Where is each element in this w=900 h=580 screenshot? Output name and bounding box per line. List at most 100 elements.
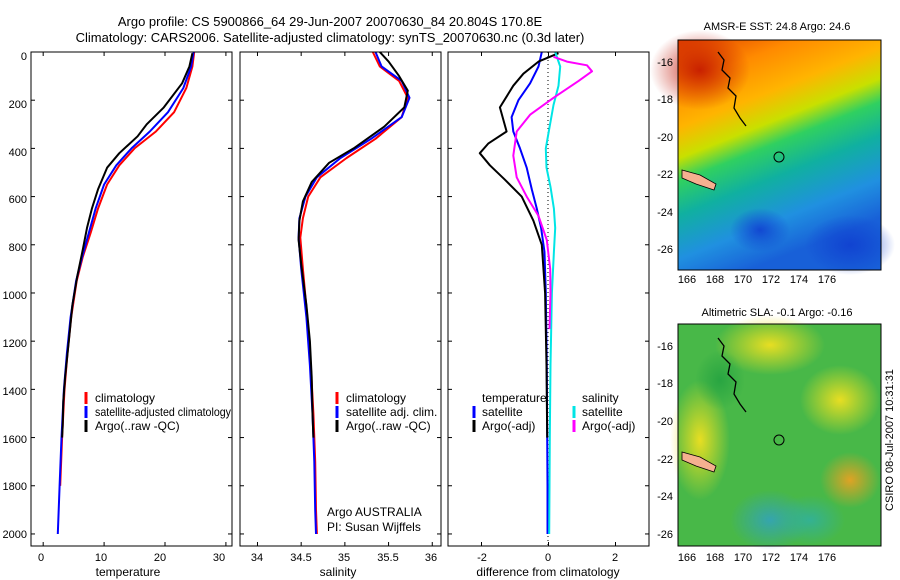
sst-map-frame [677,39,882,271]
difference-x-label: difference from climatology [476,565,619,579]
longitude-tick: 174 [790,274,808,286]
difference-x-tick: -2 [477,552,487,564]
depth-y-tick-labels: 0 200 400 600 800 1000 1200 1400 1600 18… [3,51,27,541]
sla-map-title: Altimetric SLA: -0.1 Argo: -0.16 [701,307,852,319]
difference-x-tick: 0 [545,552,551,564]
vanuatu-islands-outline [717,337,747,413]
latitude-tick: -16 [657,341,673,353]
sla-map-image [670,315,881,550]
series-line-temperature-argo-raw-qc [61,52,194,438]
float-program-annotation: Argo AUSTRALIA [327,505,422,519]
latitude-tick: -18 [657,94,673,106]
latitude-tick: -20 [657,416,673,428]
sst-map-panel: AMSR-E SST: 24.8 Argo: 24.6 166 168 170 … [650,21,895,286]
sla-map-y-ticks: -16 -18 -20 -22 -24 -26 [657,341,673,541]
temperature-x-tick: 10 [95,552,107,564]
latitude-tick: -24 [657,491,673,503]
sst-map-image [650,30,895,275]
sst-cool-patch [730,208,790,252]
salinity-legend: climatology satellite adj. clim. Argo(..… [335,391,437,433]
salinity-x-tick: 36 [425,552,437,564]
sla-high-patch [715,315,825,375]
latitude-tick: -24 [657,207,673,219]
temperature-x-tick: 0 [38,552,44,564]
legend-label-satellite: satellite-adjusted climatology [95,405,231,419]
salinity-x-tick: 35 [338,552,350,564]
sst-warm-patch [650,30,750,110]
sst-map-title: AMSR-E SST: 24.8 Argo: 24.6 [704,21,851,33]
legend-label-salinity-argo: Argo(-adj) [582,419,635,433]
legend-label-temperature-argo: Argo(-adj) [482,419,535,433]
salinity-x-tick-labels: 34 34.5 35 35.5 36 [251,552,437,564]
salinity-panel: 34 34.5 35 35.5 36 salinity climatology … [239,51,442,579]
difference-x-tick: 2 [612,552,618,564]
longitude-tick: 168 [706,274,724,286]
legend-label-argo: Argo(..raw -QC) [346,419,431,433]
longitude-tick: 176 [818,274,836,286]
temperature-x-label: temperature [96,565,161,579]
salinity-axes-frame [239,51,442,547]
latitude-tick: -26 [657,529,673,541]
longitude-tick: 170 [734,274,752,286]
sst-cool-patch [805,215,895,275]
difference-series-layer [448,51,649,546]
salinity-x-tick: 35.5 [377,552,398,564]
legend-label-climatology: climatology [346,391,406,405]
sla-low-patch [695,350,745,410]
principal-investigator-annotation: PI: Susan Wijffels [327,520,421,534]
sla-map-panel: Altimetric SLA: -0.1 Argo: -0.16 166 168… [657,307,882,564]
difference-panel: -2 0 2 difference from climatology tempe… [447,51,650,579]
legend-label-argo: Argo(..raw -QC) [95,419,180,433]
longitude-tick: 176 [818,552,836,564]
latitude-tick: -20 [657,132,673,144]
sla-map-x-ticks: 166 168 170 172 174 176 [678,552,836,564]
temperature-legend: climatology satellite-adjusted climatolo… [84,391,231,433]
depth-y-tick: 1800 [3,481,27,493]
legend-label-satellite: satellite adj. clim. [346,405,437,419]
salinity-x-tick: 34 [251,552,263,564]
depth-y-tick: 200 [9,99,27,111]
difference-x-tick-labels: -2 0 2 [477,552,618,564]
series-line-difference-temperature-satellite [510,51,549,534]
temperature-x-tick-labels: 0 10 20 30 [38,552,225,564]
longitude-tick: 172 [762,274,780,286]
argo-float-marker [773,434,785,446]
argo-float-marker [773,151,785,163]
new-caledonia-outline [681,451,717,473]
series-line-salinity-argo-raw-qc [297,51,409,438]
latitude-tick: -26 [657,244,673,256]
longitude-tick: 166 [678,274,696,286]
sst-map-x-ticks: 166 168 170 172 174 176 [678,274,836,286]
new-caledonia-outline [681,169,717,191]
temperature-panel: 0 10 20 30 0 200 400 600 800 1000 1200 1… [3,51,233,579]
depth-y-tick: 1600 [3,434,27,446]
depth-y-tick: 1000 [3,290,27,302]
longitude-tick: 170 [734,552,752,564]
depth-y-tick: 600 [9,194,27,206]
series-line-salinity-satellite [297,51,411,535]
legend-label-climatology: climatology [95,391,155,405]
sst-map-y-ticks: -16 -18 -20 -22 -24 -26 [657,57,673,256]
generated-by-label: CSIRO 08-Jul-2007 10:31:31 [884,369,896,511]
latitude-tick: -22 [657,454,673,466]
temperature-x-tick: 30 [213,552,225,564]
legend-label-temperature-satellite: satellite [482,405,523,419]
salinity-series-layer [240,51,441,546]
longitude-tick: 174 [790,552,808,564]
sla-high-patch [800,365,880,435]
temperature-axes-frame [30,51,233,547]
figure-title-line-1: Argo profile: CS 5900866_64 29-Jun-2007 … [118,14,543,29]
depth-y-tick: 400 [9,147,27,159]
latitude-tick: -16 [657,57,673,69]
depth-y-tick: 1200 [3,338,27,350]
difference-legend: temperature satellite Argo(-adj) salinit… [472,391,635,433]
sla-low-patch [775,495,845,545]
vanuatu-islands-outline [717,51,747,127]
depth-y-tick: 1400 [3,386,27,398]
sla-high-patch [820,452,880,508]
series-line-difference-salinity-argo-adj [512,55,593,330]
temperature-series-layer [31,51,232,546]
legend-title-temperature: temperature [482,391,547,405]
latitude-tick: -22 [657,169,673,181]
